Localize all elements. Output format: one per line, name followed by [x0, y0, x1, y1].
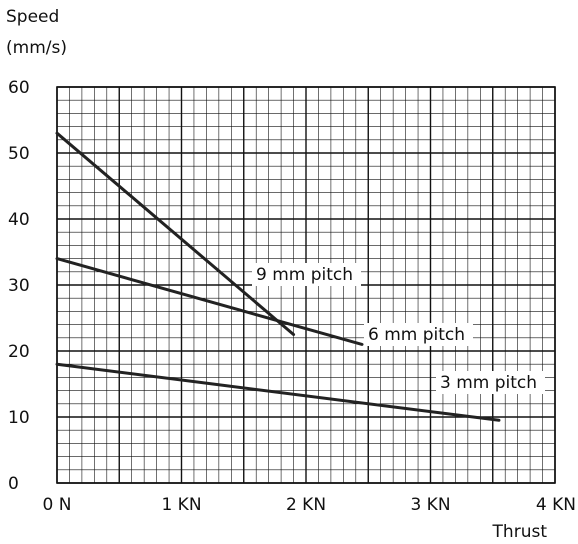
y-axis-title-line1: Speed [6, 7, 59, 27]
x-tick-label: 3 KN [410, 495, 450, 515]
y-tick-label: 60 [8, 78, 30, 98]
x-axis-title: Thrust [492, 522, 548, 542]
x-tick-label: 1 KN [161, 495, 201, 515]
x-tick-label: 0 N [43, 495, 72, 515]
series-label-background [252, 263, 361, 286]
x-tick-label: 4 KN [536, 495, 576, 515]
y-tick-label: 10 [8, 408, 30, 428]
grid [56, 86, 556, 484]
series-label: 6 mm pitch [368, 325, 465, 345]
x-tick-label: 2 KN [286, 495, 326, 515]
plot-frame [56, 86, 556, 484]
series-label-background [436, 371, 545, 394]
series-label-background [364, 323, 473, 346]
series-group: 9 mm pitch 6 mm pitch 3 mm pitch [55, 131, 545, 422]
series-line [55, 362, 501, 422]
series-line [55, 131, 296, 336]
series-label: 9 mm pitch [256, 265, 353, 285]
y-tick-label: 50 [8, 144, 30, 164]
series-line [55, 257, 364, 346]
y-tick-label: 20 [8, 342, 30, 362]
y-tick-label: 0 [8, 474, 19, 494]
axis-ticks: 0 10 20 30 40 50 60 0 N 1 KN 2 KN 3 KN 4 KN [8, 78, 576, 515]
y-axis-title-line2: (mm/s) [6, 38, 67, 58]
y-tick-label: 30 [8, 276, 30, 296]
series-label: 3 mm pitch [440, 373, 537, 393]
y-tick-label: 40 [8, 210, 30, 230]
